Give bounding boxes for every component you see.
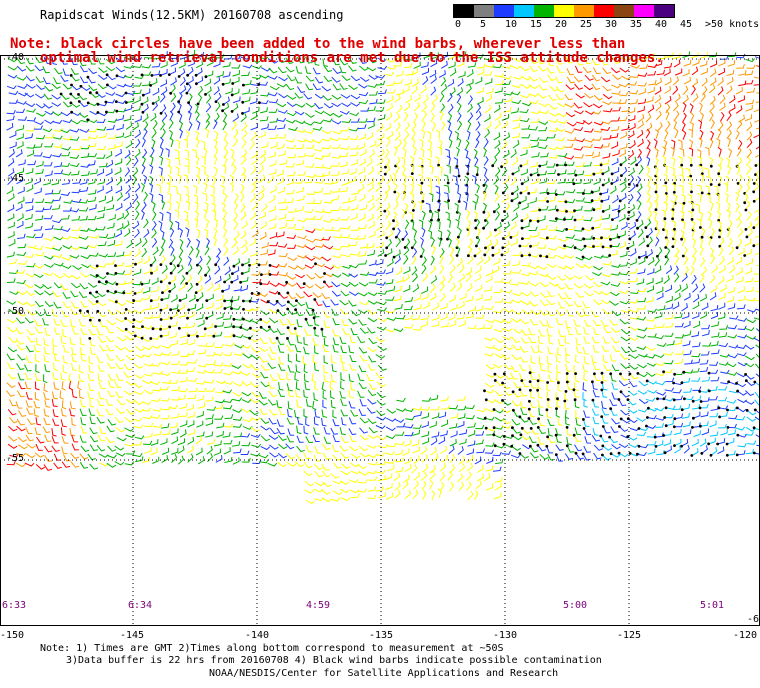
color-swatch [534,5,554,17]
color-scale-label: 45 [680,19,693,30]
wind-speed-color-scale: 0 5 10 15 20 25 30 35 40 45 >50 knots [453,4,759,32]
color-swatch [634,5,654,17]
color-scale-label: 30 [605,19,618,30]
lon-label-140: -140 [245,630,270,641]
color-swatch [454,5,474,17]
color-scale-label: 10 [505,19,518,30]
lon-label-130: -130 [493,630,518,641]
note-line-2: optimal wind retrieval conditions are me… [40,50,664,66]
color-swatch [494,5,514,17]
color-swatch [654,5,674,17]
color-scale-label: 0 [455,19,462,30]
color-scale-label: 35 [630,19,643,30]
footnote-3: NOAA/NESDIS/Center for Satellite Applica… [209,668,559,679]
footnote-1: Note: 1) Times are GMT 2)Times along bot… [40,643,504,654]
color-scale-label: >50 knots [705,19,760,30]
lon-label-135: -135 [369,630,394,641]
color-scale-swatches [453,4,675,18]
lon-label-150: -150 [0,630,25,641]
color-scale-label: 5 [480,19,487,30]
color-scale-label: 20 [555,19,568,30]
wind-barbs [6,49,760,505]
color-swatch [574,5,594,17]
time-label-3: 4:59 [306,600,331,611]
time-label-4: 5:00 [563,600,588,611]
lat-label-60: -60 [747,614,760,625]
lat-label-55: -55 [6,453,25,464]
color-swatch [554,5,574,17]
lat-label-40: -40 [6,52,25,63]
color-swatch [474,5,494,17]
lat-label-50: -50 [6,306,25,317]
color-swatch [614,5,634,17]
lon-label-145: -145 [120,630,145,641]
lon-label-125: -125 [617,630,642,641]
color-scale-labels: 0 5 10 15 20 25 30 35 40 45 >50 knots [453,18,759,32]
footnote-2: 3)Data buffer is 22 hrs from 20160708 4)… [66,655,602,666]
time-label-5: 5:01 [700,600,725,611]
color-scale-label: 40 [655,19,668,30]
lon-label-120: -120 [733,630,758,641]
lat-lon-grid [0,55,760,625]
color-swatch [514,5,534,17]
note-line-1: Note: black circles have been added to t… [10,36,626,52]
time-label-1: 6:33 [2,600,27,611]
lat-label-45: -45 [6,173,25,184]
color-scale-label: 25 [580,19,593,30]
color-swatch [594,5,614,17]
color-scale-label: 15 [530,19,543,30]
map-title: Rapidscat Winds(12.5KM) 20160708 ascendi… [40,8,344,22]
time-label-2: 6:34 [128,600,153,611]
